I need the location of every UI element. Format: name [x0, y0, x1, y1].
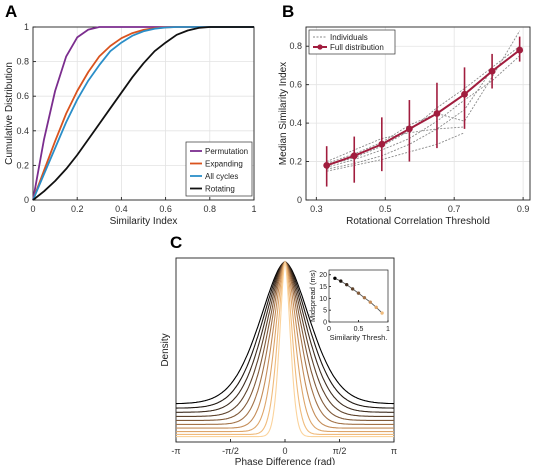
panel-b-legend-box [308, 29, 396, 55]
panel-c-inset-x-tick-label: 0 [327, 326, 331, 333]
panel-b-full-distribution-point [350, 152, 358, 160]
panel-b-individual-line [326, 55, 521, 168]
panel-c-inset-point [362, 295, 367, 300]
panel-a-x-tick-label: 0.8 [204, 204, 217, 214]
panel-a-x-tick-label: 0.2 [71, 204, 84, 214]
panel-a-y-tick-label: 0.2 [16, 160, 29, 170]
panel-c-inset-point [350, 287, 355, 291]
panel-a-y-tick-label: 0.6 [16, 91, 29, 101]
panel-b-full-distribution-point [378, 140, 386, 148]
panel-c-inset-point [356, 291, 361, 295]
panel-c-inset-y-axis-label: Midspread (ms) [308, 269, 317, 322]
panel-c-inset-point [374, 305, 378, 310]
panel-b-legend-marker [317, 44, 323, 50]
panel-c-inset-point [368, 300, 372, 304]
panel-b-axes-box [305, 26, 531, 201]
panel-b-individual-line [326, 45, 520, 166]
panel-b-x-axis-label: Rotational Correlation Threshold [346, 216, 490, 227]
panel-c-inset-y-tick-label: 20 [319, 272, 327, 279]
panel-letter-b: B [282, 2, 294, 21]
panel-c-inset-x-tick-label: 1 [386, 326, 390, 333]
panel-b-full-distribution-point [516, 46, 524, 54]
panel-b-y-tick-label: 0.6 [289, 80, 302, 90]
panel-c-density-curve [176, 261, 394, 438]
panel-a-x-tick-label: 0.6 [159, 204, 172, 214]
panel-b-y-tick-label: 0.2 [289, 157, 302, 167]
panel-c-inset-y-tick-label: 5 [323, 308, 327, 315]
panel-c-inset-point [333, 276, 337, 280]
panel-c-inset-y-tick-label: 15 [319, 284, 327, 291]
panel-letter-c: C [170, 233, 182, 252]
panel-c-inset-x-axis-label: Similarity Thresh. [330, 333, 388, 342]
panel-c-x-tick-label: π [391, 446, 397, 456]
panel-b-median-similarity-chart: 0.3 0.5 0.7 0.9 0 0.2 0.4 0.6 0.8 Rotational Corr… [278, 26, 531, 227]
panel-b-legend-label: Full distribution [330, 43, 384, 52]
panel-a-y-tick-label: 0 [24, 195, 29, 205]
panel-b-full-distribution-point [405, 125, 413, 133]
panel-c-x-tick-label: -π/2 [222, 446, 239, 456]
panel-b-full-distribution-point [488, 67, 496, 75]
panel-b-full-distribution-point [323, 162, 331, 169]
panel-a-x-tick-label: 0.4 [115, 204, 128, 214]
panel-c-inset-point [339, 279, 343, 283]
panel-a-x-axis-label: Similarity Index [110, 216, 178, 227]
panel-b-y-tick-label: 0.8 [289, 41, 302, 51]
panel-a-cumulative-distribution-chart: 0 0.2 0.4 0.6 0.8 1 0 0.2 0.4 0.6 0.8 1 Similarity I… [4, 22, 257, 227]
panel-b-x-tick-label: 0.9 [517, 204, 530, 214]
panel-a-legend-label: All cycles [205, 172, 238, 181]
panel-b-full-distribution-point [461, 90, 468, 98]
panel-c-inset-point [345, 282, 349, 287]
panel-a-legend-label: Rotating [205, 185, 235, 194]
panel-a-y-tick-label: 0.4 [16, 126, 29, 136]
panel-c-x-tick-label: -π [171, 446, 180, 456]
panel-letter-a: A [5, 2, 17, 21]
panel-b-x-tick-label: 0.5 [379, 204, 392, 214]
panel-a-y-tick-label: 0.8 [16, 57, 29, 67]
panel-c-inset-point [380, 311, 384, 315]
panel-c-inset-y-tick-label: 0 [323, 320, 327, 327]
panel-b-y-tick-label: 0 [297, 195, 302, 205]
panel-b-x-tick-label: 0.3 [310, 204, 323, 214]
panel-a-legend-label: Expanding [205, 160, 243, 169]
panel-a-x-tick-label: 0 [30, 204, 35, 214]
panel-a-y-axis-label: Cumulative Distribution [4, 62, 15, 165]
panel-c-inset-y-tick-label: 10 [319, 296, 327, 303]
panel-b-y-axis-label: Median Similarity Index [278, 62, 289, 165]
panel-c-inset-x-tick-label: 0.5 [354, 326, 364, 333]
panel-c-inset-axes-box [328, 269, 389, 323]
panel-a-legend: Permutation Expanding All cycles Rotating [185, 141, 253, 197]
panel-b-y-tick-label: 0.4 [289, 118, 302, 128]
panel-a-y-tick-label: 1 [24, 22, 29, 32]
panel-b-individual-line [326, 132, 465, 172]
panel-a-series-rotating [32, 26, 254, 201]
panel-b-legend-label: Individuals [330, 33, 368, 42]
panel-b-x-tick-label: 0.7 [448, 204, 461, 214]
panel-c-y-axis-label: Density [160, 333, 171, 366]
panel-c-x-axis-label: Phase Difference (rad) [235, 457, 335, 465]
panel-c-x-tick-label: 0 [282, 446, 287, 456]
panel-a-legend-label: Permutation [205, 147, 248, 156]
panel-c-density-chart: -π -π/2 0 π/2 π Phase Difference (rad) Density [160, 257, 397, 465]
panel-b-full-distribution-line [326, 49, 521, 167]
panel-a-x-tick-label: 1 [251, 204, 256, 214]
panel-c-x-tick-label: π/2 [333, 446, 347, 456]
panel-b-full-distribution-point [433, 110, 441, 117]
